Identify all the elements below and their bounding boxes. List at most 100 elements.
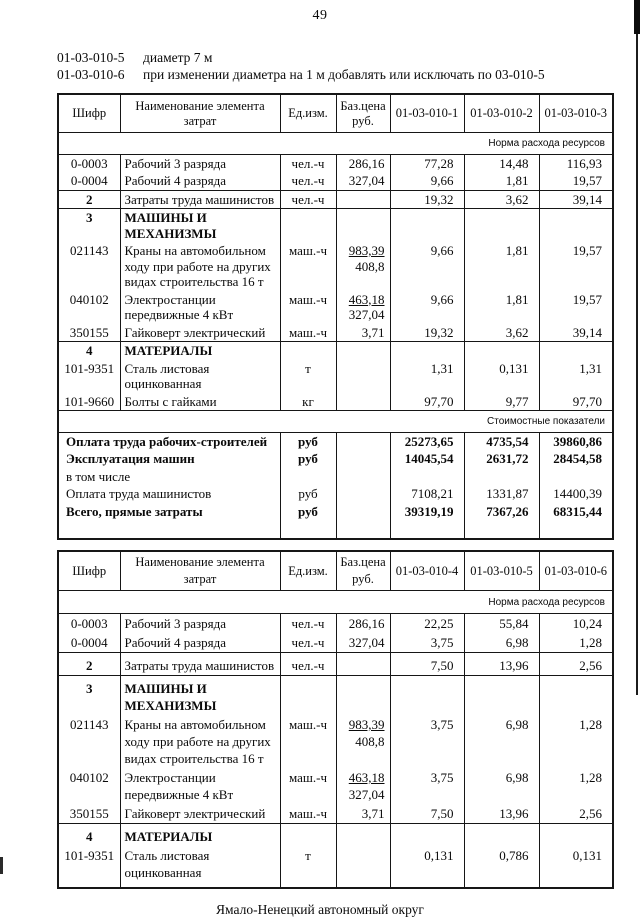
table-row: 0-0003 Рабочий 3 разряда чел.-ч 286,16 22,25… (58, 613, 613, 633)
column-header: 01-03-010-5 (463, 551, 539, 591)
base-price-line: 327,04 (348, 307, 385, 322)
table-row: 2 Затраты труда машинистов чел.-ч 7,50 13,96… (58, 652, 613, 676)
cost-value: 14400,39 (538, 485, 613, 503)
norm-band-row: Норма расхода ресурсов (58, 590, 613, 614)
row-unit: маш.-ч (279, 323, 336, 342)
norm-band-row: Норма расхода ресурсов (58, 132, 613, 155)
cost-base-price (335, 432, 390, 450)
norm-value: 116,93 (538, 154, 613, 172)
row-code: 021143 (69, 243, 109, 258)
base-price-line: 286,16 (348, 616, 385, 631)
table-row: 101-9660 Болты с гайками кг 97,70 9,77 97,70 (58, 392, 613, 411)
row-unit: чел.-ч (279, 189, 336, 209)
norm-value: 3,75 (389, 633, 464, 653)
row-base-price: 286,16 (335, 154, 390, 172)
cost-unit: руб (279, 502, 336, 520)
table-row: 4 МАТЕРИАЛЫ (58, 341, 613, 360)
cost-label: Эксплуатация машин (66, 451, 195, 466)
norm-value: 22,25 (389, 613, 464, 633)
table-row: 101-9351 Сталь листовая оцинкованная т 1,31 0… (58, 359, 613, 393)
base-price-line: 463,18 (348, 291, 385, 307)
row-name-line: Краны на автомобильном (124, 717, 266, 732)
table-row: 021143 Краны на автомобильном ходу при раб… (58, 715, 613, 768)
row-name-line: Рабочий 4 разряда (124, 635, 227, 650)
table-header-row: Шифр Наименование элемента затрат Ед.изм. Б… (58, 551, 613, 591)
scan-artifact-blob (634, 0, 640, 34)
row-name-line: Рабочий 4 разряда (124, 173, 227, 188)
norm-value (538, 341, 613, 360)
norm-value: 0,131 (463, 359, 539, 393)
norm-value: 1,81 (463, 172, 539, 190)
row-code: 4 (58, 823, 120, 846)
norm-value: 13,96 (463, 804, 539, 824)
row-name-line: Затраты труда машинистов (124, 191, 275, 207)
norm-value (389, 823, 464, 846)
cost-base-price (335, 450, 390, 468)
base-price-line: 3,71 (361, 324, 385, 340)
row-name-line: Сталь листовая (124, 360, 210, 376)
cost-row: Всего, прямые затраты руб 39319,19 7367,26 6… (58, 502, 613, 520)
table-row: 3 МАШИНЫ И МЕХАНИЗМЫ (58, 208, 613, 242)
cost-value: 25273,65 (389, 432, 464, 450)
row-unit: маш.-ч (279, 804, 336, 824)
norm-code: 01-03-010-6 (57, 67, 125, 82)
intro-lines: 01-03-010-5 диаметр 7 м 01-03-010-6 при … (57, 49, 640, 83)
cost-unit: руб (279, 450, 336, 468)
cost-unit: руб (279, 432, 336, 450)
norm-band-label: Норма расхода ресурсов (58, 132, 613, 155)
row-name-line: МАШИНЫ И (124, 210, 207, 225)
norm-value: 7,50 (389, 652, 464, 676)
row-name: МАТЕРИАЛЫ (119, 823, 280, 846)
column-header: Ед.изм. (279, 94, 336, 133)
cost-row: в том числе (58, 467, 613, 485)
row-name: МАШИНЫ И МЕХАНИЗМЫ (119, 675, 280, 715)
column-header: 01-03-010-1 (389, 94, 464, 133)
row-base-price (335, 341, 390, 360)
cost-value (463, 467, 539, 485)
cost-value: 28454,58 (538, 450, 613, 468)
cost-row: Эксплуатация машин руб 14045,54 2631,72 2845… (58, 450, 613, 468)
norm-value: 10,24 (538, 613, 613, 633)
row-code: 101-9351 (64, 360, 115, 376)
row-base-price: 3,71 (335, 804, 390, 824)
row-name-line: Электростанции (124, 291, 216, 307)
cost-unit (279, 467, 336, 485)
row-name: Электростанции передвижные 4 кВт (119, 290, 280, 324)
row-name-line: Краны на автомобильном (124, 243, 266, 258)
norm-value (389, 341, 464, 360)
row-name: Затраты труда машинистов (119, 652, 280, 676)
norm-value: 97,70 (538, 392, 613, 411)
row-name-line: Электростанции (124, 770, 216, 785)
cost-label: в том числе (66, 468, 131, 484)
row-name-line: Рабочий 3 разряда (124, 616, 227, 631)
column-header: 01-03-010-6 (538, 551, 613, 591)
row-name: МАШИНЫ И МЕХАНИЗМЫ (119, 208, 280, 242)
norm-description: при изменении диаметра на 1 м добавлять … (143, 67, 545, 82)
spacer-cell (463, 520, 539, 539)
row-code: 3 (58, 208, 120, 242)
row-base-price: 463,18 327,04 (335, 290, 390, 324)
spacer-cell (279, 520, 336, 539)
row-name-line: Гайковерт электрический (124, 806, 266, 821)
row-name: Электростанции передвижные 4 кВт (119, 768, 280, 804)
row-name-line: передвижные 4 кВт (124, 787, 234, 802)
norm-value (463, 208, 539, 242)
row-name: МАТЕРИАЛЫ (119, 341, 280, 360)
row-code: 0-0003 (70, 155, 108, 171)
row-unit (279, 675, 336, 715)
norm-value: 2,56 (538, 804, 613, 824)
table-row: 2 Затраты труда машинистов чел.-ч 19,32 3,62… (58, 189, 613, 209)
row-name-line: оцинкованная (124, 865, 202, 880)
norm-value: 1,31 (389, 359, 464, 393)
norm-value: 1,28 (538, 715, 613, 768)
row-name-line: Сталь листовая (124, 848, 210, 863)
row-name: Рабочий 4 разряда (119, 633, 280, 653)
base-price-line: 408,8 (355, 734, 385, 749)
row-code: 2 (58, 189, 120, 209)
norm-value: 3,62 (463, 189, 539, 209)
row-name: Гайковерт электрический (119, 804, 280, 824)
norm-value: 55,84 (463, 613, 539, 633)
norm-value: 9,66 (389, 290, 464, 324)
cost-norm-table-1: Шифр Наименование элемента затрат Ед.изм. Б… (57, 93, 614, 540)
norm-value: 1,28 (538, 633, 613, 653)
